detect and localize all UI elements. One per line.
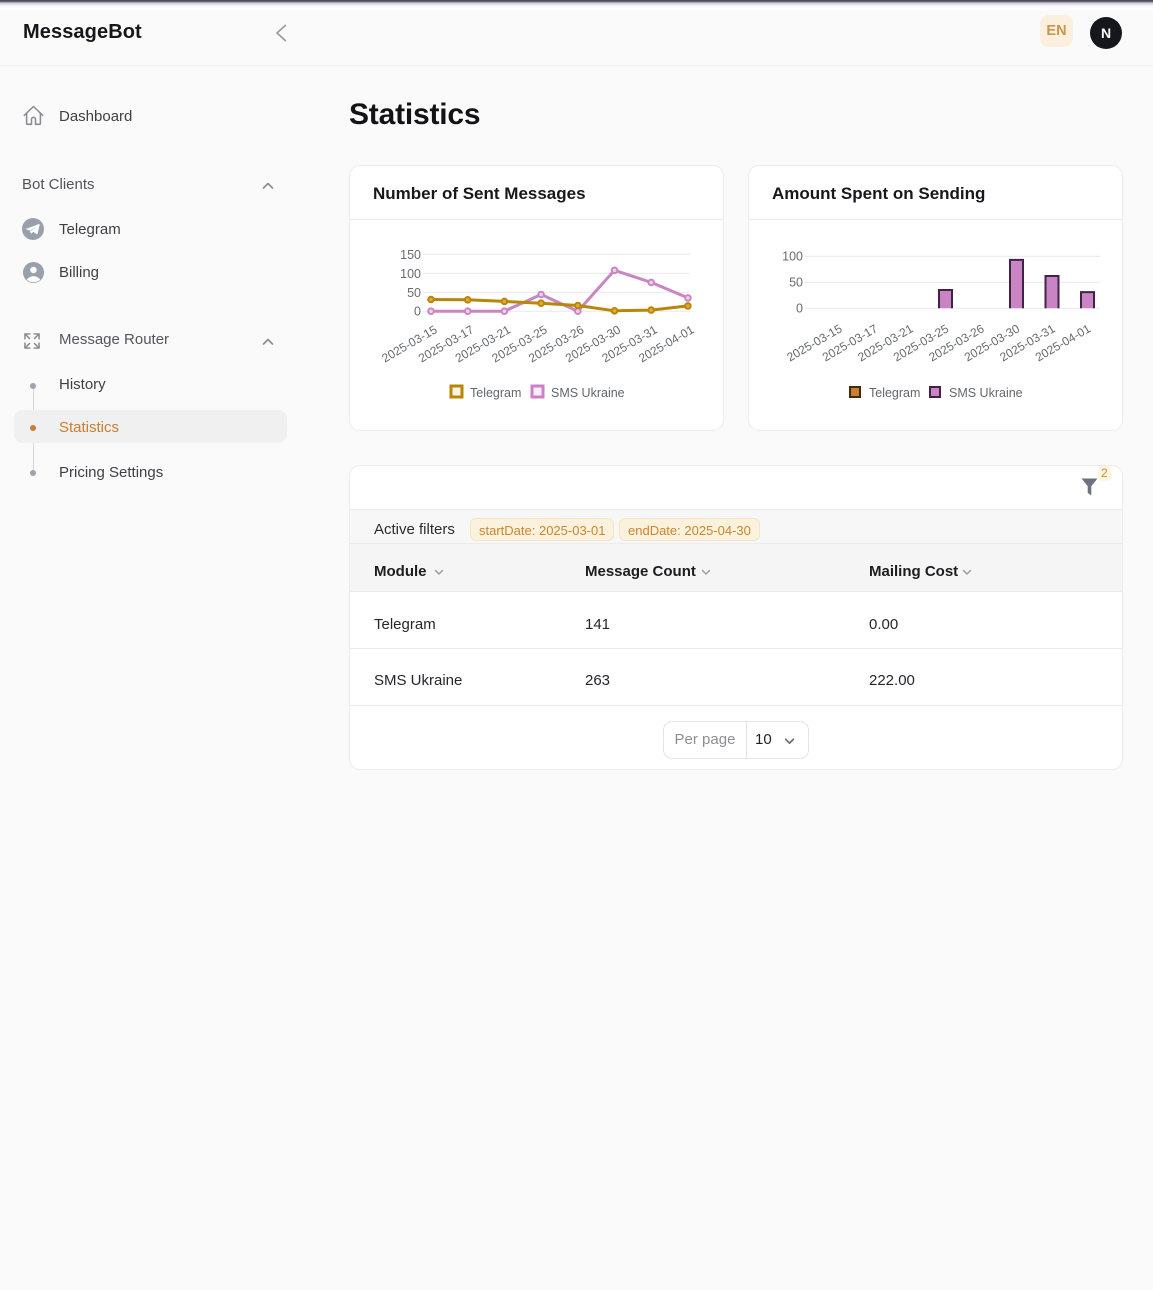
svg-text:100: 100	[400, 267, 421, 281]
svg-text:50: 50	[789, 276, 803, 290]
svg-text:50: 50	[407, 286, 421, 300]
svg-text:Telegram: Telegram	[869, 386, 920, 400]
svg-text:Telegram: Telegram	[470, 386, 521, 400]
svg-text:0: 0	[414, 305, 421, 319]
svg-text:SMS Ukraine: SMS Ukraine	[949, 386, 1023, 400]
svg-text:0: 0	[796, 302, 803, 316]
svg-text:100: 100	[782, 250, 803, 264]
svg-text:150: 150	[400, 248, 421, 262]
svg-text:SMS Ukraine: SMS Ukraine	[551, 386, 625, 400]
